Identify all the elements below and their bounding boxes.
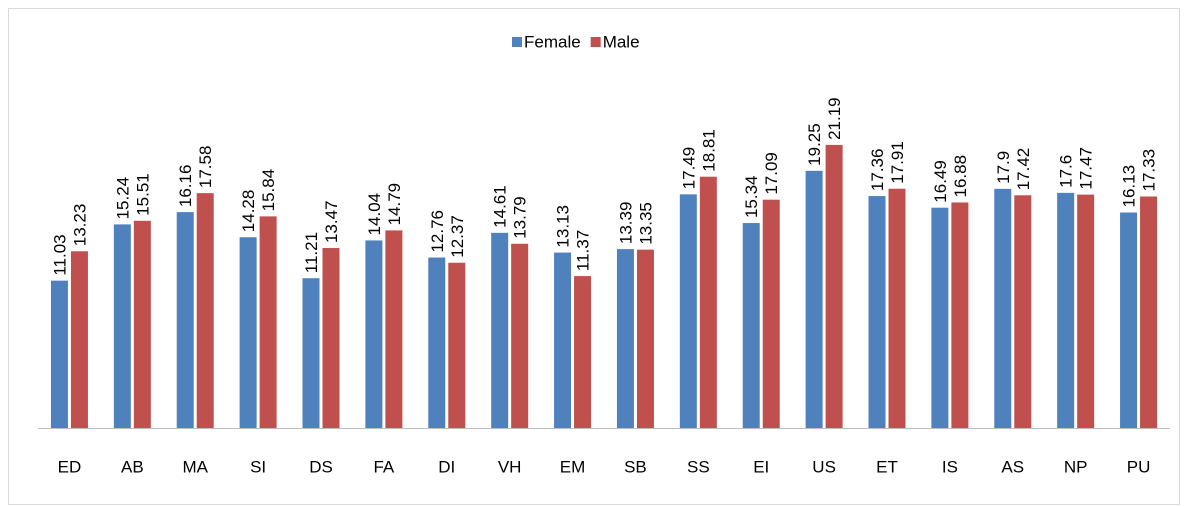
legend-swatch [590, 37, 601, 47]
value-label: 15.24 [113, 177, 132, 220]
x-tick-label: FA [373, 457, 394, 476]
bar [322, 248, 340, 428]
value-label: 21.19 [825, 97, 844, 140]
value-label: 16.88 [951, 155, 970, 198]
value-label: 16.13 [1120, 165, 1139, 208]
x-tick-label: NP [1064, 457, 1088, 476]
value-label: 16.49 [931, 160, 950, 203]
bar [50, 280, 68, 428]
bar [1057, 192, 1075, 428]
value-label: 17.49 [679, 147, 698, 190]
value-label: 17.9 [994, 151, 1013, 184]
value-label: 14.04 [365, 193, 384, 236]
value-label: 17.09 [762, 152, 781, 195]
bar [574, 276, 592, 428]
value-label: 14.61 [491, 185, 510, 228]
bar [825, 144, 843, 428]
legend-label: Female [524, 32, 581, 51]
value-label: 19.25 [805, 123, 824, 166]
value-label: 15.84 [259, 169, 278, 212]
value-label: 17.6 [1057, 155, 1076, 188]
value-label: 14.79 [385, 183, 404, 226]
value-label: 17.47 [1077, 147, 1096, 190]
bar [636, 249, 654, 428]
value-label: 14.28 [239, 190, 258, 233]
bar [1120, 212, 1138, 428]
x-tick-label: DS [309, 457, 333, 476]
value-label: 13.79 [511, 196, 530, 239]
bar [888, 188, 906, 428]
value-label: 17.91 [888, 141, 907, 184]
value-label: 17.58 [196, 146, 215, 189]
value-label: 13.39 [616, 202, 635, 245]
bar [699, 176, 717, 428]
bar [1077, 194, 1095, 428]
x-tick-label: IS [942, 457, 958, 476]
value-label: 12.76 [428, 210, 447, 253]
bar [951, 202, 969, 428]
bar [133, 220, 151, 428]
value-label: 17.42 [1014, 148, 1033, 191]
bar [259, 216, 277, 428]
value-label: 11.03 [50, 234, 69, 275]
chart-frame [8, 8, 1180, 505]
bar [196, 193, 214, 428]
x-tick-label: PU [1127, 457, 1151, 476]
bar [616, 249, 634, 428]
bar [511, 243, 529, 428]
value-label: 11.21 [302, 232, 321, 273]
bar [385, 230, 403, 428]
bar [176, 212, 194, 428]
bar [448, 262, 466, 428]
x-tick-label: MA [182, 457, 208, 476]
value-label: 17.33 [1140, 149, 1159, 192]
bar [1014, 195, 1032, 428]
bar [762, 199, 780, 428]
value-label: 13.13 [554, 205, 573, 248]
value-label: 13.35 [636, 202, 655, 245]
x-tick-label: ED [58, 457, 82, 476]
x-tick-label: SB [624, 457, 647, 476]
legend-swatch [512, 37, 522, 47]
bar [365, 240, 383, 428]
bar [113, 224, 131, 428]
value-label: 16.16 [176, 165, 195, 208]
x-tick-label: EM [560, 457, 586, 476]
value-label: 18.81 [699, 129, 718, 172]
x-tick-label: ET [876, 457, 898, 476]
x-tick-label: VH [498, 457, 522, 476]
value-label: 15.34 [742, 176, 761, 219]
bar [70, 251, 88, 428]
bar [554, 252, 572, 428]
bar [1140, 196, 1158, 428]
bar [742, 223, 760, 428]
x-tick-label: SS [687, 457, 710, 476]
value-label: 11.37 [574, 230, 593, 271]
bar [868, 196, 886, 428]
legend-label: Male [603, 32, 640, 51]
x-tick-label: SI [250, 457, 266, 476]
bar [994, 188, 1012, 428]
bar [428, 257, 446, 428]
value-label: 12.37 [448, 215, 467, 258]
value-label: 17.36 [868, 149, 887, 192]
bar [679, 194, 697, 428]
x-tick-label: DI [438, 457, 455, 476]
bar [931, 207, 949, 428]
x-tick-label: EI [753, 457, 769, 476]
x-tick-label: AS [1001, 457, 1024, 476]
value-label: 15.51 [133, 173, 152, 216]
bar [491, 232, 509, 428]
value-label: 13.47 [322, 200, 341, 243]
bar [239, 237, 257, 428]
x-tick-label: US [812, 457, 836, 476]
value-label: 13.23 [70, 204, 89, 247]
bar [805, 170, 823, 428]
x-tick-label: AB [121, 457, 144, 476]
bar [302, 278, 320, 428]
